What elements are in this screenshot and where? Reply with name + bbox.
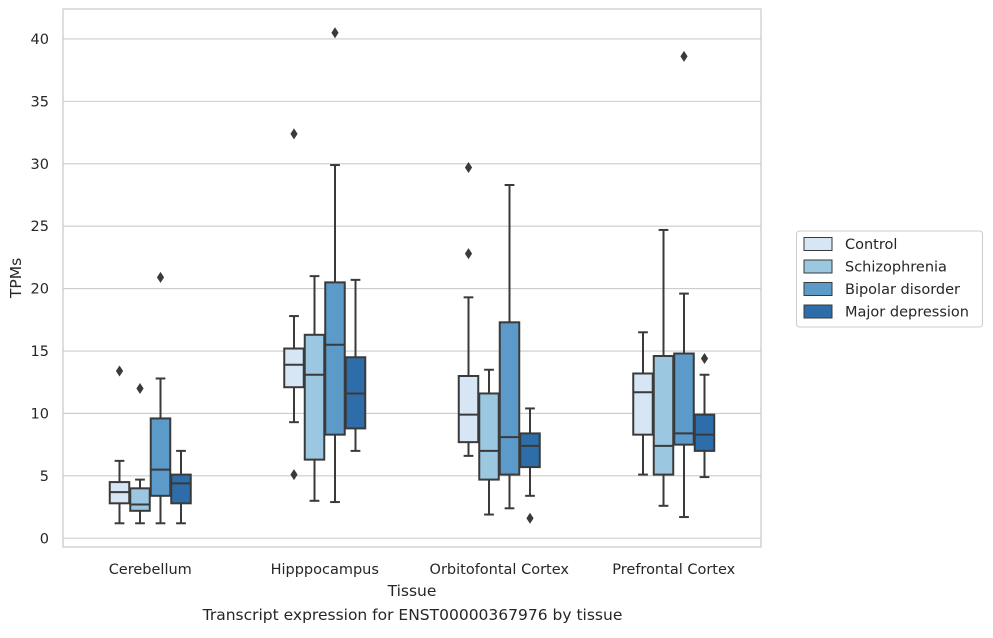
outlier-point xyxy=(290,128,298,140)
outlier-point xyxy=(464,162,473,174)
box-control xyxy=(108,365,131,525)
box-major-depression xyxy=(693,353,716,479)
box-body xyxy=(149,417,172,497)
y-axis-label: TPMs xyxy=(7,258,25,299)
legend: Control Schizophrenia Bipolar disorder Majo… xyxy=(796,230,983,328)
box-body xyxy=(283,347,305,389)
box-schizophrenia xyxy=(303,275,326,502)
legend-swatch xyxy=(803,259,833,274)
legend-swatch xyxy=(803,282,833,296)
box-bipolar-disorder xyxy=(498,184,521,510)
y-tick-label: 30 xyxy=(31,157,49,173)
x-tick-label: Orbitofontal Cortex xyxy=(430,562,570,578)
x-axis-label: Tissue xyxy=(387,582,437,600)
x-tick-label: Hipppocampus xyxy=(271,562,379,578)
outlier-point xyxy=(526,512,534,524)
y-tick-label: 5 xyxy=(40,469,49,485)
outlier-point xyxy=(331,27,339,39)
box-bipolar-disorder xyxy=(673,50,695,519)
box-body xyxy=(498,321,521,476)
outlier-point xyxy=(464,248,473,260)
box-control xyxy=(632,331,654,476)
box-bipolar-disorder xyxy=(324,27,346,504)
outlier-point xyxy=(136,382,144,394)
outlier-point xyxy=(115,365,124,377)
box-body xyxy=(632,372,654,436)
plot-frame xyxy=(62,8,762,548)
legend-label: Control xyxy=(845,237,897,253)
box-body xyxy=(303,333,326,461)
y-tick-label: 10 xyxy=(31,406,49,422)
box-body xyxy=(673,352,695,446)
box-body xyxy=(519,432,541,469)
box-bipolar-disorder xyxy=(149,271,172,525)
box-control xyxy=(457,162,480,457)
outlier-point xyxy=(680,50,688,62)
legend-swatch xyxy=(803,304,833,319)
y-tick-label: 0 xyxy=(40,531,49,547)
box-schizophrenia xyxy=(478,368,500,516)
outlier-point xyxy=(700,353,709,365)
legend-label: Bipolar disorder xyxy=(845,282,960,298)
box-schizophrenia xyxy=(652,228,675,507)
box-schizophrenia xyxy=(129,382,151,525)
x-tick-label: Cerebellum xyxy=(109,562,192,578)
outlier-point xyxy=(290,469,298,481)
box-body xyxy=(478,392,500,481)
legend-swatch xyxy=(803,237,833,251)
box-major-depression xyxy=(170,449,192,525)
x-tick-label: Prefrontal Cortex xyxy=(612,562,735,578)
outlier-point xyxy=(156,271,165,283)
box-body xyxy=(693,413,716,452)
box-control xyxy=(283,128,305,481)
axis-layer: 0 5 10 15 20 25 30 35 40 Cerebellum Hipppocampus Or… xyxy=(31,32,736,578)
y-tick-label: 25 xyxy=(31,219,49,235)
legend-label: Schizophrenia xyxy=(845,260,947,276)
y-tick-label: 15 xyxy=(31,344,49,360)
y-tick-label: 35 xyxy=(31,94,49,110)
box-major-depression xyxy=(519,407,541,524)
y-tick-label: 40 xyxy=(31,32,49,48)
legend-label: Major depression xyxy=(845,305,969,321)
box-body xyxy=(324,281,346,436)
box-body xyxy=(129,487,151,512)
y-tick-label: 20 xyxy=(31,282,49,298)
box-body xyxy=(652,355,675,476)
box-body xyxy=(170,473,192,505)
box-major-depression xyxy=(344,278,367,452)
legend-frame xyxy=(796,230,983,328)
figure-caption: Transcript expression for ENST0000036797… xyxy=(202,606,623,624)
plot-layer xyxy=(108,27,716,525)
box-body xyxy=(457,374,480,444)
